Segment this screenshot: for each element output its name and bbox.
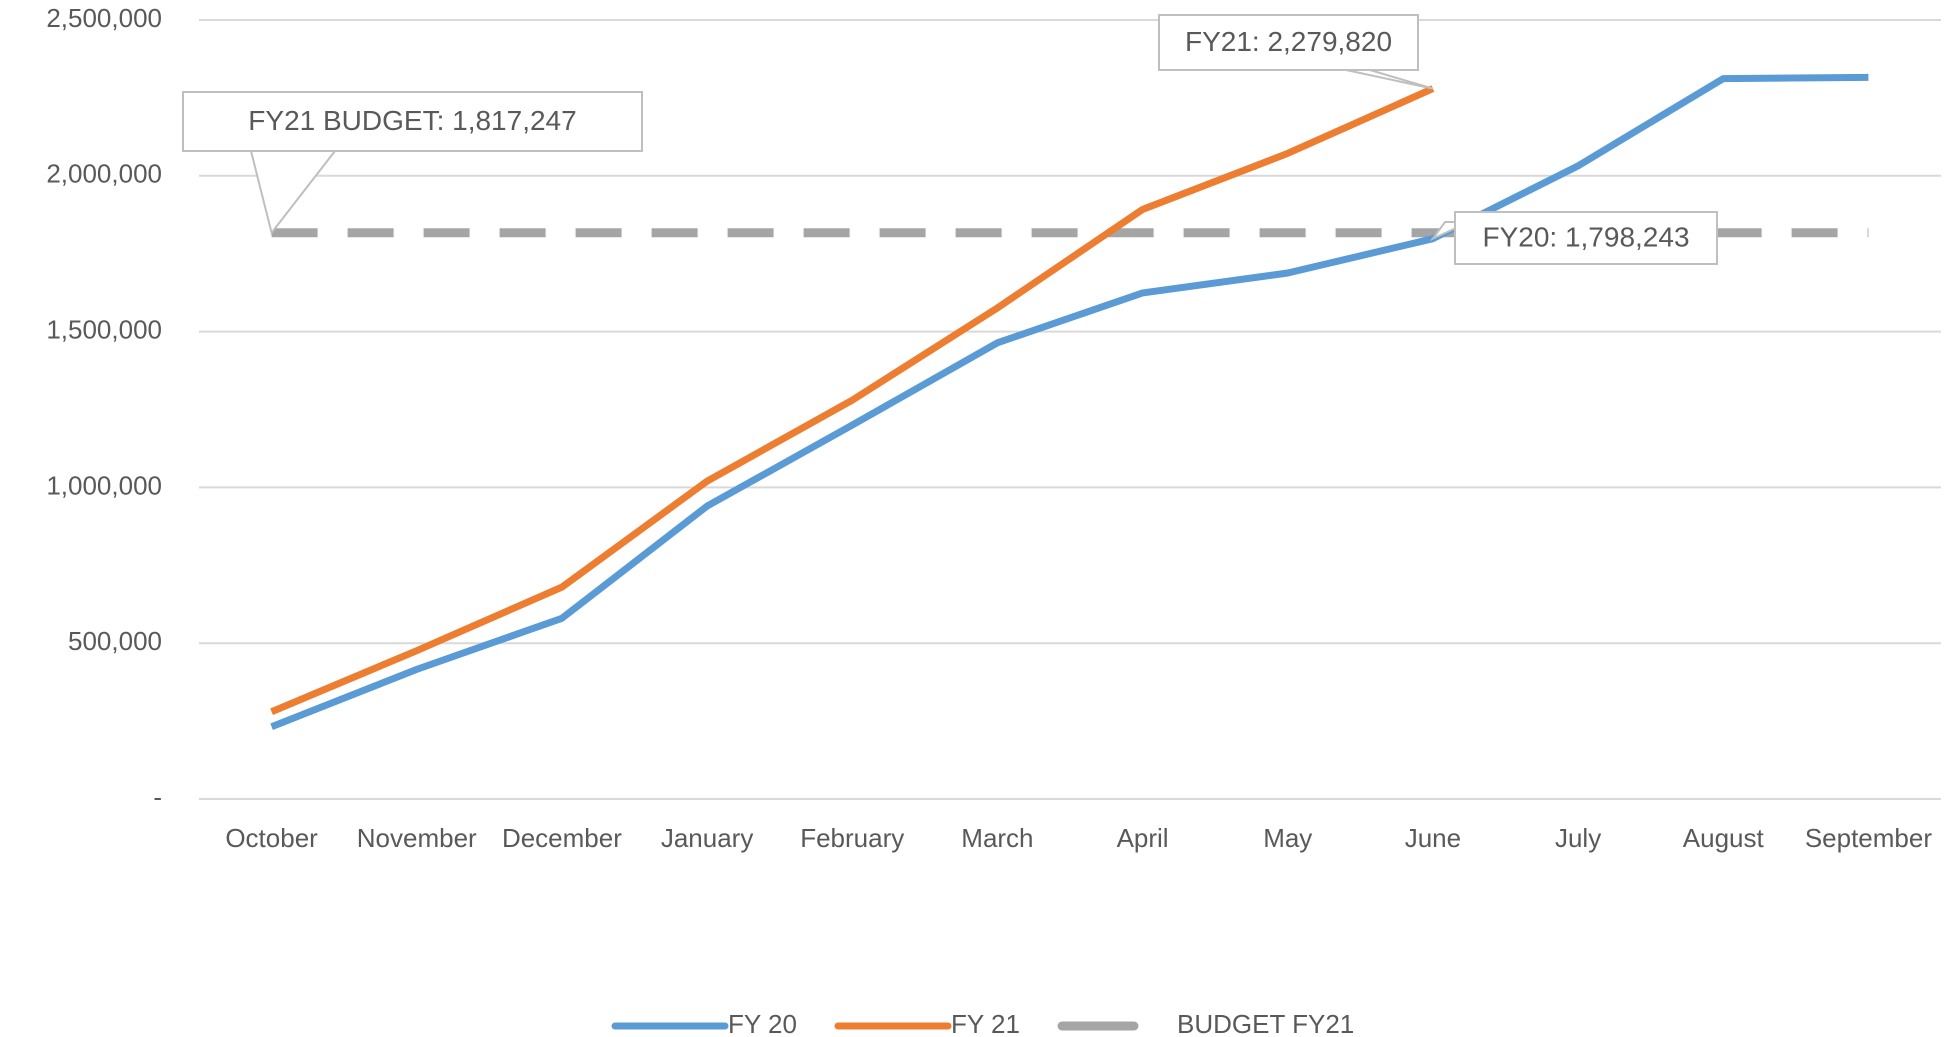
x-tick-label: June <box>1405 823 1461 853</box>
x-tick-label: February <box>800 823 904 853</box>
x-tick-label: September <box>1805 823 1933 853</box>
y-tick-label: 2,500,000 <box>46 3 162 33</box>
x-tick-label: January <box>661 823 754 853</box>
x-tick-label: April <box>1117 823 1169 853</box>
callout-pointer <box>249 150 338 235</box>
x-tick-label: July <box>1555 823 1601 853</box>
x-tick-label: August <box>1683 823 1765 853</box>
series-line <box>270 73 1869 730</box>
series-line <box>270 85 1435 715</box>
data-label: FY21 BUDGET: 1,817,247 <box>248 105 576 136</box>
callout-pointer <box>1345 69 1434 90</box>
callout-box <box>182 91 643 152</box>
x-tick-label: December <box>502 823 622 853</box>
x-tick-label: November <box>357 823 477 853</box>
y-tick-label: - <box>153 782 162 812</box>
y-tick-label: 500,000 <box>68 626 162 656</box>
legend-label: FY 20 <box>728 1009 797 1037</box>
y-tick-label: 1,000,000 <box>46 470 162 500</box>
x-tick-label: October <box>225 823 318 853</box>
legend-label: BUDGET FY21 <box>1177 1009 1354 1037</box>
data-label: FY20: 1,798,243 <box>1482 221 1689 252</box>
legend-label: FY 21 <box>951 1009 1020 1037</box>
data-label: FY21: 2,279,820 <box>1185 26 1392 57</box>
y-tick-label: 1,500,000 <box>46 314 162 344</box>
x-tick-label: March <box>961 823 1033 853</box>
y-tick-label: 2,000,000 <box>46 159 162 189</box>
callout-box <box>1158 14 1419 71</box>
x-tick-label: May <box>1263 823 1312 853</box>
callout-box <box>1454 211 1718 265</box>
